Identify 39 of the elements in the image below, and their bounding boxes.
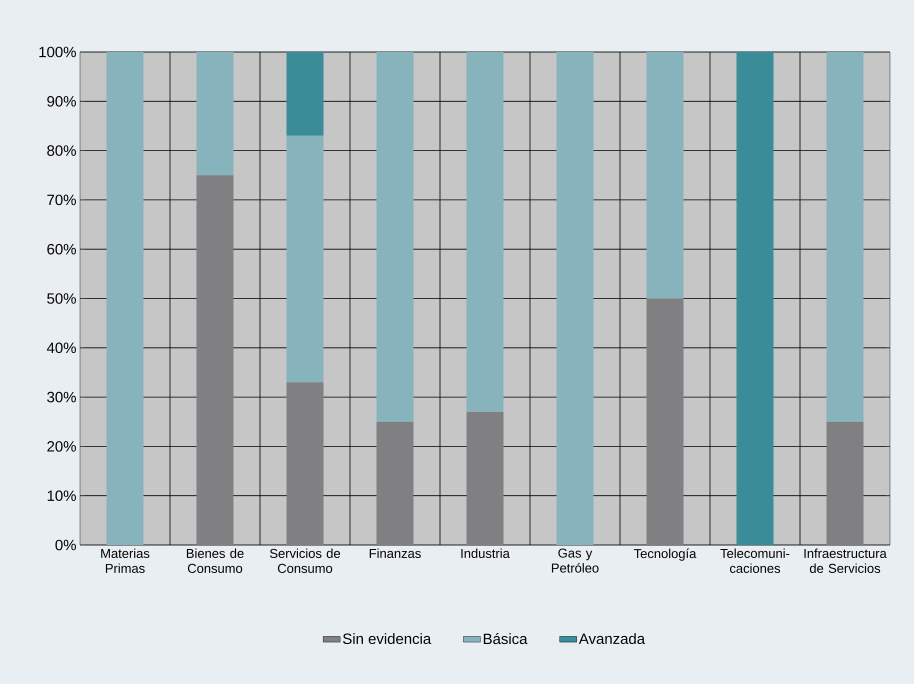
- y-tick-label: 50%: [47, 293, 76, 304]
- bar: [466, 52, 504, 412]
- x-tick-label: Tecnología: [634, 548, 696, 561]
- bar: [196, 175, 234, 545]
- bar: [286, 382, 324, 545]
- y-tick-label: 10%: [48, 490, 76, 501]
- bar: [196, 52, 234, 176]
- legend-label: Básica: [484, 633, 528, 644]
- bar: [376, 52, 414, 422]
- x-tick-label: Servicios de Consumo: [270, 548, 340, 573]
- bar: [826, 52, 864, 422]
- legend-label: Sin evidencia: [343, 633, 432, 644]
- bar: [286, 136, 324, 382]
- bar: [106, 52, 144, 545]
- legend-label: Avanzada: [578, 633, 646, 644]
- y-tick-label: 80%: [47, 145, 76, 156]
- x-tick-label: Infraestructura de Servicios: [804, 548, 887, 573]
- x-tick-label: Bienes de Consumo: [186, 548, 244, 573]
- y-tick-label: 20%: [47, 441, 76, 452]
- x-tick-label: Finanzas: [370, 548, 421, 558]
- bar: [826, 422, 864, 545]
- y-tick-label: 0%: [55, 540, 76, 550]
- bar: [466, 412, 504, 545]
- y-tick-label: 60%: [47, 244, 76, 254]
- bar: [376, 422, 414, 545]
- y-tick-label: 40%: [46, 342, 76, 354]
- bar: [646, 52, 684, 298]
- y-tick-label: 100%: [39, 46, 76, 58]
- x-tick-label: Gas y Petróleo: [552, 548, 599, 573]
- bar: [646, 298, 684, 545]
- bar: [736, 52, 774, 545]
- bar: [286, 52, 324, 136]
- x-tick-label: Industria: [461, 548, 510, 558]
- x-tick-label: Materias Primas: [101, 548, 150, 573]
- y-tick-label: 70%: [47, 194, 76, 206]
- y-tick-label: 30%: [47, 392, 76, 402]
- bar: [556, 52, 594, 545]
- y-tick-label: 90%: [47, 96, 76, 107]
- x-tick-label: Telecomuni- caciones: [720, 548, 790, 573]
